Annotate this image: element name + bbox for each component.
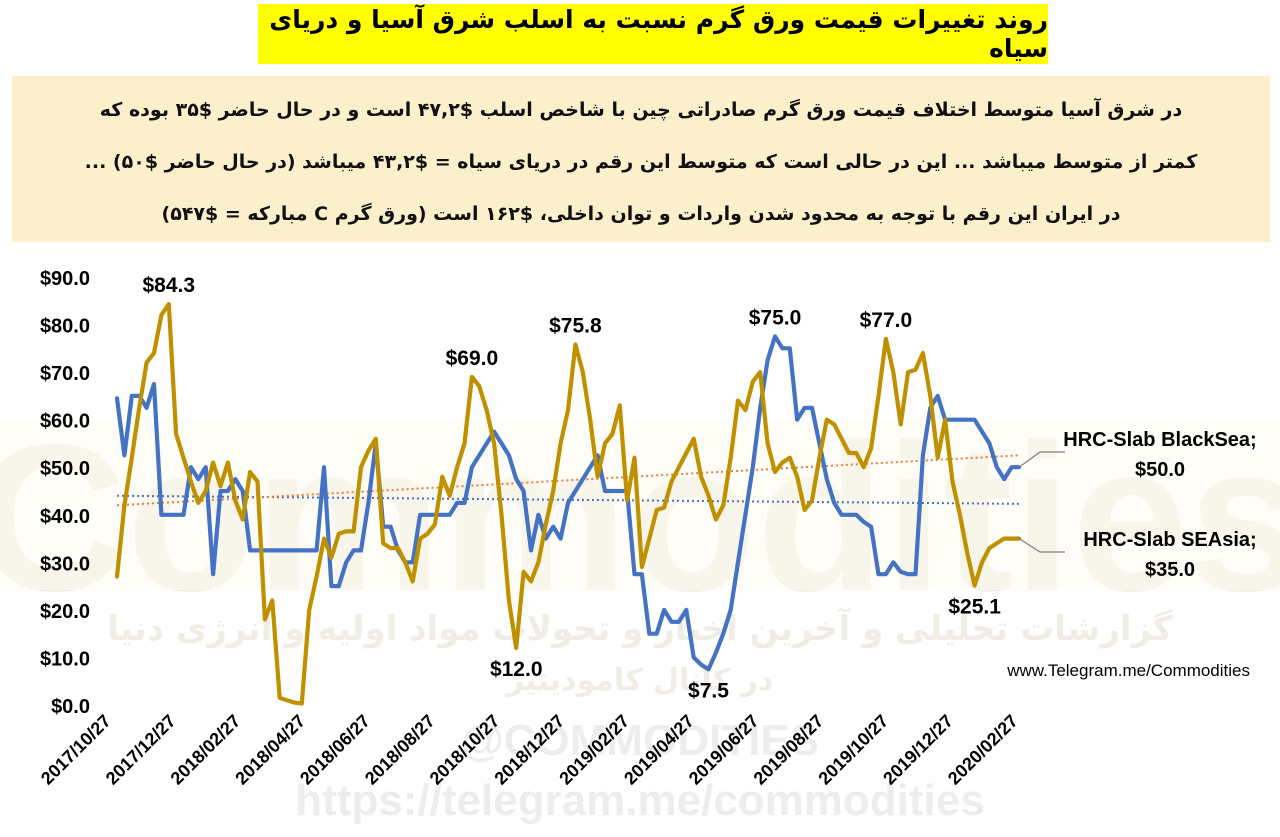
data-label: $84.3 (142, 274, 195, 297)
data-label: $75.8 (549, 315, 602, 338)
data-label: $12.0 (490, 658, 543, 681)
y-tick-label: $0.0 (51, 696, 90, 718)
y-tick-label: $30.0 (40, 553, 90, 575)
watermark-channel: @COMMODITIES (461, 716, 819, 765)
note-line-3: در ایران این رقم با توجه به محدود شدن وا… (161, 203, 1121, 225)
watermark-url: https://telegram.me/commodities (295, 776, 984, 825)
y-tick-label: $10.0 (40, 648, 90, 670)
data-label: $77.0 (860, 309, 913, 332)
series-leader-line (1018, 451, 1065, 468)
trend-line (116, 454, 1020, 507)
series-name-label: HRC-Slab SEAsia; (1083, 529, 1256, 551)
note-box: در شرق آسیا متوسط اختلاف قیمت ورق گرم صا… (12, 76, 1270, 242)
y-tick-label: $80.0 (40, 316, 90, 338)
data-label: $25.1 (948, 596, 1001, 619)
data-label: $7.5 (688, 679, 729, 702)
y-tick-label: $20.0 (40, 601, 90, 623)
watermark: Commoditiesگزارشات تحلیلی و آخرین اخبار … (0, 400, 1280, 825)
watermark-persian: گزارشات تحلیلی و آخرین اخبار و تحولات مو… (107, 607, 1172, 649)
chart-title: روند تغییرات قیمت ورق گرم نسبت به اسلب ش… (258, 4, 1048, 64)
data-label: $75.0 (749, 306, 802, 329)
series-name-label: HRC-Slab BlackSea; (1063, 429, 1256, 451)
data-label: $69.0 (446, 347, 499, 370)
y-tick-label: $60.0 (40, 411, 90, 433)
series-line (114, 334, 1022, 672)
note-line-2: کمتر از متوسط میباشد ... این در حالی است… (84, 151, 1198, 173)
series-end-label: $35.0 (1145, 559, 1195, 581)
y-tick-label: $70.0 (40, 363, 90, 385)
series-line (114, 302, 1022, 706)
source-label: www.Telegram.me/Commodities (1006, 661, 1250, 680)
series-leader-line (1018, 538, 1065, 553)
y-tick-label: $40.0 (40, 506, 90, 528)
note-line-1: در شرق آسیا متوسط اختلاف قیمت ورق گرم صا… (99, 99, 1183, 121)
series-end-label: $50.0 (1135, 459, 1185, 481)
y-tick-label: $50.0 (40, 458, 90, 480)
y-tick-label: $90.0 (40, 268, 90, 290)
watermark-persian-2: در کانال کامودیتیز (505, 663, 774, 698)
